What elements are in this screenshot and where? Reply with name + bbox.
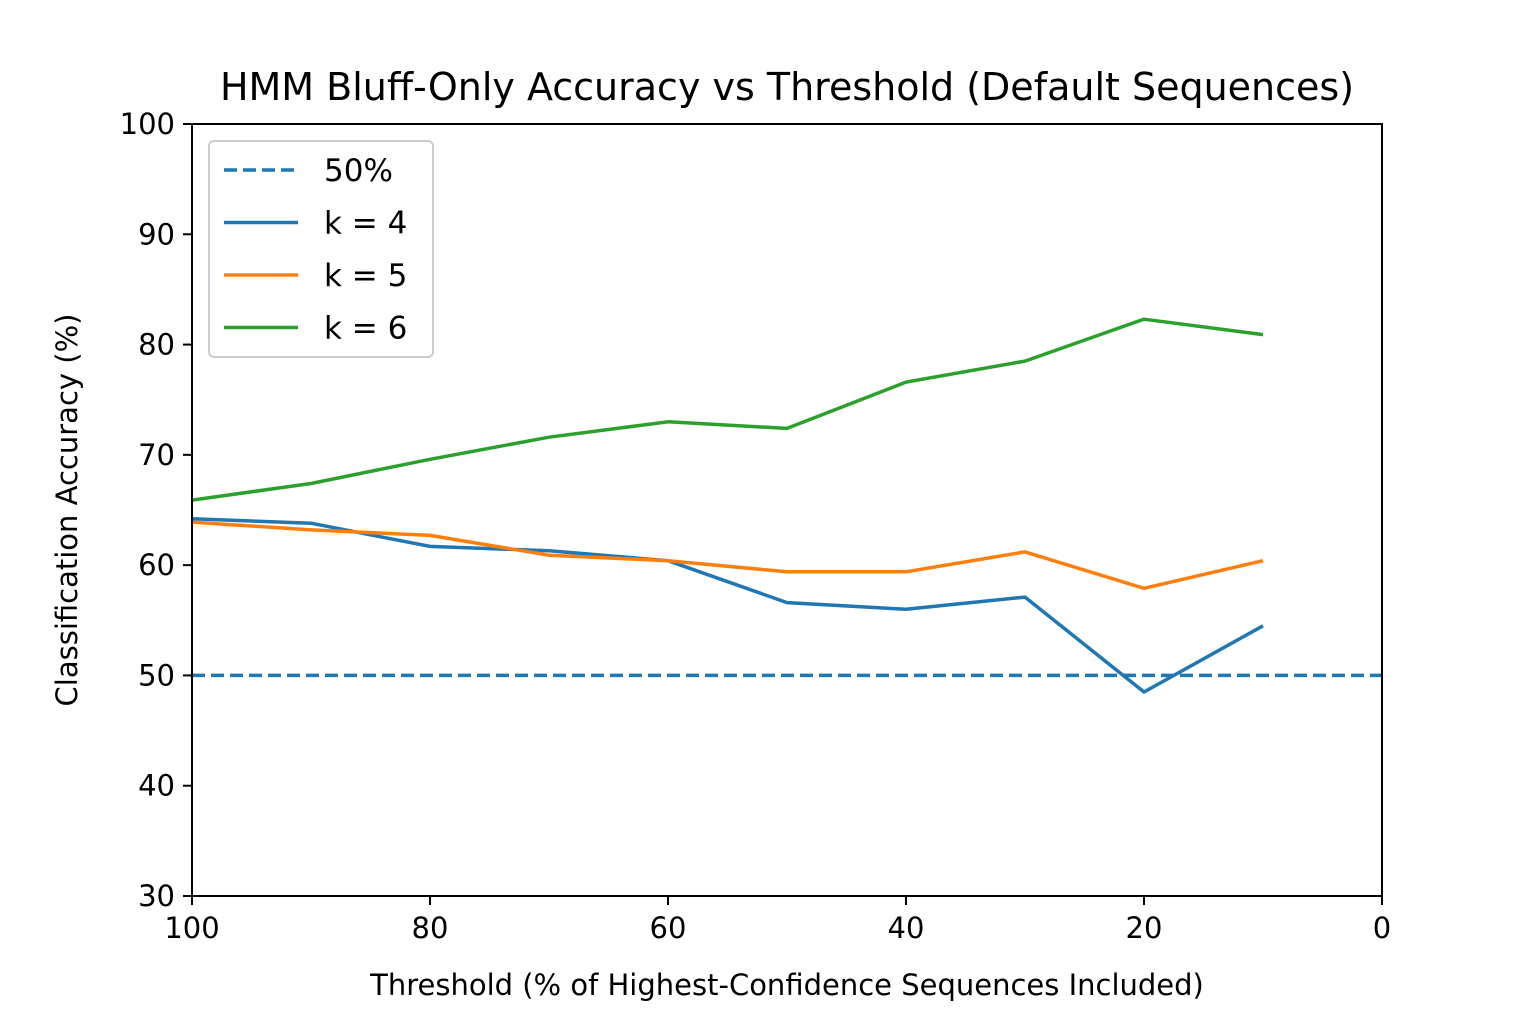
- legend-label: k = 4: [324, 206, 407, 242]
- x-axis-label: Threshold (% of Highest-Confidence Seque…: [369, 968, 1204, 1002]
- legend-label: k = 6: [324, 311, 407, 347]
- legend-box: [208, 140, 434, 358]
- chart-title: HMM Bluff-Only Accuracy vs Threshold (De…: [220, 65, 1354, 109]
- y-tick-label: 90: [138, 217, 175, 251]
- x-tick-label: 20: [1126, 911, 1163, 945]
- x-tick-label: 100: [164, 911, 219, 945]
- y-tick-label: 80: [138, 328, 175, 362]
- x-tick-label: 0: [1373, 911, 1391, 945]
- y-tick-label: 70: [138, 438, 175, 472]
- legend-label: k = 5: [324, 258, 407, 294]
- x-tick-label: 40: [888, 911, 925, 945]
- y-axis-label: Classification Accuracy (%): [50, 314, 84, 707]
- legend: 50% k = 4 k = 5 k = 6: [208, 140, 434, 358]
- series-line-k6: [191, 317, 1264, 502]
- y-tick-label: 60: [138, 548, 175, 582]
- legend-label: 50%: [324, 153, 393, 189]
- y-tick-label: 40: [138, 769, 175, 803]
- y-tick-label: 50: [138, 658, 175, 692]
- x-tick-label: 60: [650, 911, 687, 945]
- series-line-k4: [191, 517, 1264, 694]
- series-line-k5: [191, 520, 1264, 591]
- axis-ticks: 100 80 60 40 20 0 30 40 50 60 70 80 90 100: [120, 107, 1392, 945]
- plot-frame: [191, 123, 1383, 897]
- x-tick-label: 80: [412, 911, 449, 945]
- y-tick-label: 30: [138, 879, 175, 913]
- plot-area: [191, 317, 1382, 694]
- y-tick-label: 100: [120, 107, 175, 141]
